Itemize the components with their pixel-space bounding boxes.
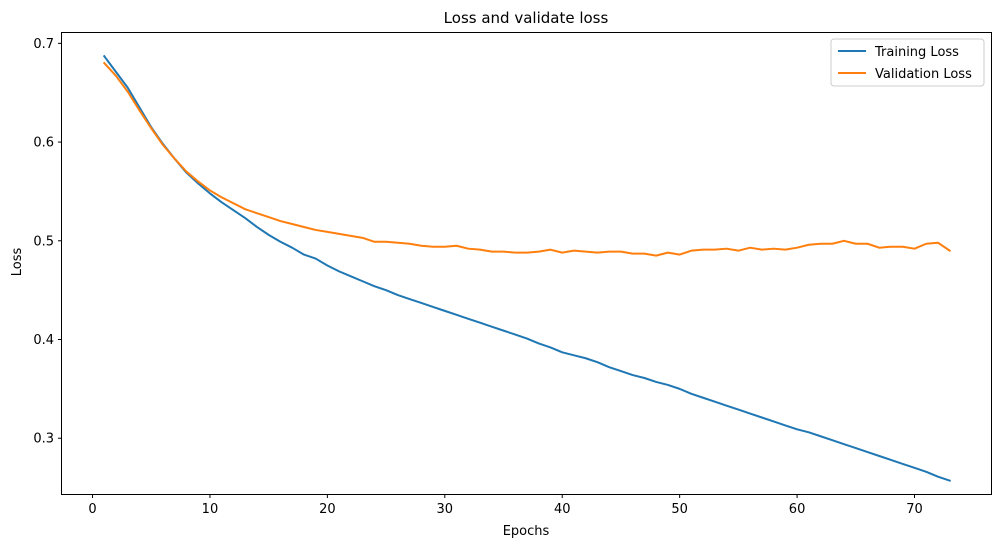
x-tick-label: 40 (554, 502, 571, 517)
legend-label-validation: Validation Loss (875, 67, 972, 82)
x-tick-label: 70 (906, 502, 923, 517)
x-axis: 0 10 20 30 40 50 60 70 (88, 494, 923, 517)
y-tick-label: 0.7 (33, 37, 54, 52)
legend-box (830, 38, 985, 87)
legend-label-training: Training Loss (874, 45, 959, 60)
x-tick-label: 10 (202, 502, 219, 517)
chart-title: Loss and validate loss (444, 9, 609, 27)
y-axis: 0.3 0.4 0.5 0.6 0.7 (33, 37, 62, 447)
x-tick-label: 60 (789, 502, 806, 517)
x-tick-label: 0 (88, 502, 96, 517)
legend: Training Loss Validation Loss (830, 38, 985, 87)
plot-frame (61, 32, 992, 495)
x-tick-label: 50 (671, 502, 688, 517)
x-axis-label: Epochs (503, 524, 550, 539)
y-tick-label: 0.3 (33, 432, 54, 447)
y-tick-label: 0.5 (33, 234, 54, 249)
y-axis-label: Loss (10, 248, 25, 277)
x-tick-label: 30 (437, 502, 454, 517)
validation-loss-line (102, 61, 952, 257)
y-tick-label: 0.6 (33, 136, 54, 151)
y-tick-label: 0.4 (33, 333, 54, 348)
series-lines (102, 54, 952, 482)
training-loss-line (102, 54, 951, 482)
x-tick-label: 20 (319, 502, 336, 517)
